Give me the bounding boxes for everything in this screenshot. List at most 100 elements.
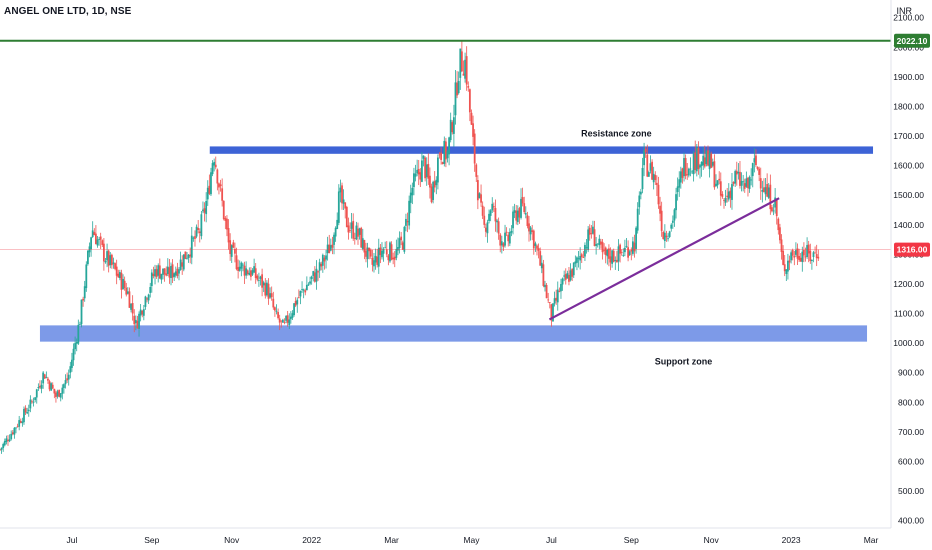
candle-body: [80, 299, 83, 325]
candle-body: [2, 444, 5, 449]
candle-body: [571, 268, 574, 277]
trendline[interactable]: [548, 197, 780, 321]
candle-body: [59, 393, 62, 398]
candle-body: [758, 168, 761, 175]
candle-body: [711, 161, 714, 166]
candle-body: [71, 359, 73, 368]
candle-body: [566, 273, 569, 279]
candle-body: [43, 374, 46, 379]
candle-body: [58, 389, 61, 397]
candle-body: [505, 231, 508, 233]
candle-body: [392, 257, 395, 260]
candle-body: [326, 244, 329, 254]
candle-body: [210, 172, 212, 195]
candle-body: [90, 237, 92, 250]
x-tick-label: Mar: [864, 535, 879, 545]
candle-body: [245, 268, 248, 276]
candle-body: [256, 275, 259, 280]
candle-body: [15, 427, 17, 429]
candle-body: [389, 242, 391, 262]
candle-body: [337, 191, 340, 223]
y-tick-label: 1900.00: [893, 72, 924, 82]
candle-body: [572, 262, 575, 276]
candle-body: [620, 252, 623, 253]
candle-body: [176, 268, 179, 277]
candle-body: [347, 225, 350, 233]
candle-body: [67, 374, 70, 380]
candle-body: [801, 251, 804, 263]
y-tick-label: 500.00: [898, 486, 924, 496]
candle-body: [126, 291, 129, 294]
candle-body: [774, 197, 777, 208]
candle-body: [486, 222, 489, 234]
candle-body: [545, 284, 548, 299]
support-zone[interactable]: [39, 325, 868, 342]
candle-body: [740, 181, 743, 186]
candle-body: [23, 409, 25, 423]
candle-body: [815, 254, 818, 259]
candle-body: [444, 141, 447, 160]
candle-body: [155, 269, 158, 277]
candle-body: [726, 195, 729, 198]
candle-body: [721, 194, 724, 197]
candle-body: [446, 151, 449, 159]
candle-body: [422, 155, 425, 159]
candle-body: [200, 214, 203, 237]
candle-body: [254, 268, 257, 279]
candle-body: [555, 297, 558, 301]
candle-body: [117, 273, 120, 278]
support-zone-label: Support zone: [655, 357, 713, 367]
x-tick-label: 2023: [782, 535, 801, 545]
candle-body: [809, 250, 812, 262]
candle-body: [243, 265, 246, 276]
candle-body: [483, 215, 486, 225]
candle-body: [238, 266, 241, 271]
candle-body: [186, 257, 188, 259]
candle-body: [34, 397, 37, 401]
candle-body: [670, 224, 673, 229]
candle-body: [655, 182, 658, 185]
candle-body: [16, 426, 19, 428]
candle-body: [139, 309, 142, 316]
candle-body: [77, 324, 80, 344]
candle-body: [691, 171, 693, 173]
candle-body: [270, 293, 273, 298]
candle-body: [667, 238, 669, 240]
candle-body: [262, 282, 265, 286]
candle-body: [47, 378, 49, 381]
candle-body: [11, 432, 14, 435]
candle-body: [150, 272, 153, 287]
candle-body: [309, 281, 311, 284]
candle-body: [673, 209, 676, 221]
candle-body: [134, 319, 137, 324]
candle-body: [513, 210, 516, 213]
resistance-zone[interactable]: [209, 146, 874, 154]
candle-body: [810, 259, 813, 261]
candle-body: [72, 348, 75, 361]
candle-body: [484, 227, 487, 232]
candle-body: [608, 248, 610, 259]
y-tick-label: 900.00: [898, 368, 924, 378]
candle-body: [272, 298, 275, 308]
candle-body: [788, 260, 791, 263]
candle-body: [563, 275, 566, 277]
candle-body: [234, 248, 236, 254]
candle-body: [647, 172, 650, 177]
y-tick-label: 600.00: [898, 456, 924, 466]
candle-body: [763, 187, 765, 192]
candle-body: [342, 199, 345, 204]
candle-body: [753, 158, 756, 163]
candle-body: [528, 223, 530, 232]
candle-body: [259, 276, 262, 279]
candle-body: [727, 191, 730, 200]
candle-body: [325, 255, 327, 260]
candle-body: [796, 248, 799, 259]
candle-body: [536, 245, 538, 249]
candle-body: [582, 256, 585, 258]
candle-body: [700, 161, 703, 167]
candle-body: [748, 177, 751, 189]
candle-body: [142, 309, 145, 316]
candle-body: [631, 241, 634, 254]
candle-body: [102, 243, 105, 262]
